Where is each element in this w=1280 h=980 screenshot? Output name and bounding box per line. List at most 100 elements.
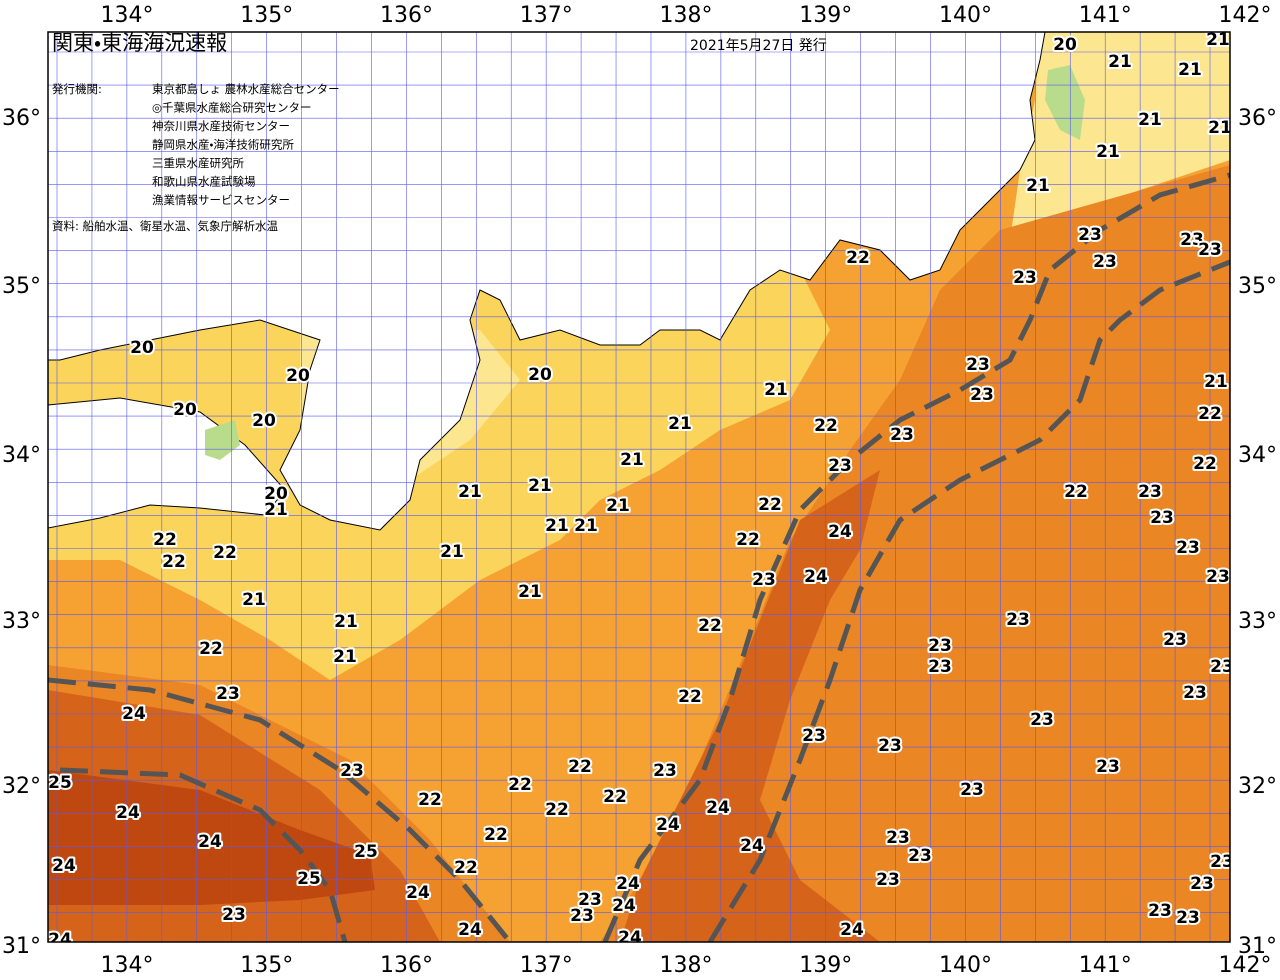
isotherm-label: 23 [1206,567,1230,587]
isotherm-label: 22 [758,495,782,515]
isotherm-label: 24 [122,704,146,724]
isotherm-label: 23 [1198,240,1222,260]
publisher: 三重県水産研究所 [152,156,244,170]
isotherm-label: 21 [528,476,552,496]
isotherm-label: 24 [706,798,730,818]
isotherm-label: 24 [804,567,828,587]
publisher: 東京都島しょ 農林水産総合センター [152,82,340,96]
isotherm-label: 22 [846,248,870,268]
sea-24 [620,470,880,942]
isotherm-label: 21 [333,647,357,667]
isotherm-label: 22 [153,530,177,550]
isotherm-label: 21 [458,482,482,502]
isotherm-label: 22 [508,775,532,795]
isotherm-label: 21 [545,516,569,536]
isotherm-label: 21 [440,542,464,562]
isotherm-label: 24 [406,883,430,903]
isotherm-label: 23 [966,355,990,375]
isotherm-label: 22 [1064,482,1088,502]
isotherm-label: 23 [1176,538,1200,558]
latitude-label: 34° [1238,443,1277,468]
isotherm-label: 22 [678,687,702,707]
longitude-label: 140° [939,3,992,28]
isotherm-label: 21 [264,500,288,520]
longitude-label: 138° [660,953,713,978]
isotherm-label: 24 [740,836,764,856]
isotherm-label: 22 [454,858,478,878]
latitude-label: 31° [1238,934,1277,959]
isotherm-label: 23 [928,636,952,656]
latitude-label: 35° [1238,274,1277,299]
grid [48,32,1230,942]
current-line [707,259,1230,942]
isotherm-label: 21 [1206,30,1230,50]
isotherm-label: 23 [960,780,984,800]
isotherm-label: 20 [252,411,276,431]
isotherm-label: 22 [1198,404,1222,424]
isotherm-label: 23 [1078,225,1102,245]
publisher: 神奈川県水産技術センター [152,119,290,133]
isotherm-label: 23 [578,890,602,910]
isotherm-label: 22 [162,552,186,572]
isotherm-label: 23 [1138,482,1162,502]
longitude-label: 139° [799,3,852,28]
isotherm-label: 24 [48,930,72,950]
isotherm-label: 23 [1176,908,1200,928]
isotherm-label: 22 [484,825,508,845]
latitude-label: 33° [1238,609,1277,634]
sea-21 [48,270,830,680]
isotherm-label: 21 [620,450,644,470]
lake [1045,65,1085,140]
isotherm-label: 23 [1096,757,1120,777]
isotherm-label: 20 [286,366,310,386]
isotherm-label: 21 [1178,60,1202,80]
longitude-label: 137° [520,3,573,28]
isotherm-label: 21 [1138,110,1162,130]
longitude-label: 134° [101,3,154,28]
isotherm-label: 22 [213,543,237,563]
isotherm-label: 23 [1190,874,1214,894]
isotherm-label: 25 [354,842,378,862]
land [48,32,1046,531]
publisher: 漁業情報サービスセンター [152,193,290,207]
isotherm-label: 22 [568,757,592,777]
publisher: 静岡県水産・海洋技術研究所 [152,138,294,152]
isotherm-label: 22 [698,616,722,636]
longitude-label: 136° [380,3,433,28]
longitude-label: 142° [1219,953,1272,978]
latitude-label: 33° [2,609,41,634]
latitude-label: 36° [1238,106,1277,131]
isotherm-label: 20 [173,400,197,420]
isotherm-label: 23 [653,761,677,781]
isotherm-label: 20 [1053,35,1077,55]
isotherm-label: 23 [802,726,826,746]
isotherm-label: 23 [752,570,776,590]
isotherm-label: 24 [840,920,864,940]
longitude-label: 141° [1079,953,1132,978]
map-frame [47,31,1231,943]
isotherm-label: 21 [1204,372,1228,392]
latitude-label: 34° [2,443,41,468]
isotherm-label: 23 [340,761,364,781]
isotherm-label: 24 [116,803,140,823]
publisher-heading: 発行機関: [52,82,102,96]
isotherm-label: 22 [418,790,442,810]
land [48,397,286,529]
longitude-label: 135° [240,953,293,978]
isotherm-label: 23 [890,425,914,445]
latitude-label: 32° [2,774,41,799]
isotherm-label: 23 [908,846,932,866]
isotherm-label: 21 [1108,52,1132,72]
isotherm-label: 24 [618,928,642,948]
isotherm-label: 21 [668,414,692,434]
isotherm-label: 21 [242,590,266,610]
longitude-label: 141° [1079,3,1132,28]
map-title: 関東・東海海況速報 [52,31,227,55]
isotherm-label: 22 [603,787,627,807]
isotherm-label: 20 [528,365,552,385]
isotherm-label: 24 [198,832,222,852]
current-line [48,677,512,942]
isotherm-label: 21 [518,582,542,602]
